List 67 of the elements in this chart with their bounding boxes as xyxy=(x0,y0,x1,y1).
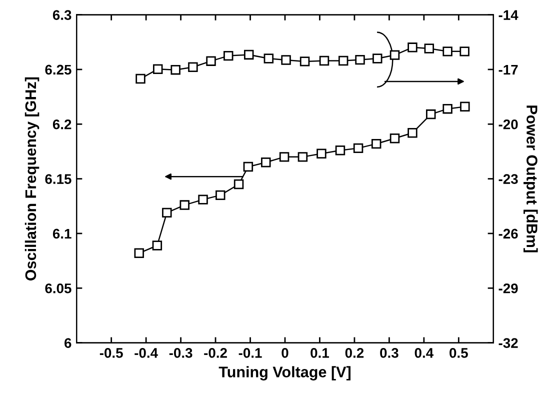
y2-tick-label: -29 xyxy=(498,283,518,294)
point xyxy=(316,148,326,159)
point xyxy=(188,62,198,72)
x-tick-label: 0.5 xyxy=(450,348,468,358)
y-tick-label: 6.3 xyxy=(52,10,72,20)
point xyxy=(198,194,208,204)
point xyxy=(170,64,180,75)
point xyxy=(424,44,434,54)
x-tick-label: 0.2 xyxy=(345,348,364,358)
point xyxy=(264,54,274,64)
point xyxy=(243,162,254,172)
point xyxy=(298,152,308,162)
point xyxy=(281,55,291,65)
point xyxy=(390,50,400,60)
point xyxy=(162,208,172,218)
x-tick-label: 0.4 xyxy=(414,348,434,358)
y2-tick-label: -26 xyxy=(498,228,518,239)
y-tick-label: 6.1 xyxy=(52,228,72,239)
x-tick-label: -0.3 xyxy=(169,348,192,358)
point xyxy=(206,56,216,66)
point xyxy=(152,240,162,250)
point xyxy=(261,158,271,168)
point xyxy=(180,200,190,210)
point xyxy=(244,50,254,60)
y2-tick-label: -20 xyxy=(498,119,518,130)
point xyxy=(319,56,330,66)
y-tick-label: 6 xyxy=(64,338,72,348)
point xyxy=(460,46,470,56)
y2-tick-label: -17 xyxy=(498,64,518,74)
y-tick-label: 6.05 xyxy=(45,283,72,294)
y-tick-label: 6.2 xyxy=(52,119,72,130)
point xyxy=(134,248,144,258)
x-tick-label: -0.1 xyxy=(238,348,262,358)
point xyxy=(300,56,310,66)
x-tick-label: 0.3 xyxy=(380,348,398,358)
y2-tick-label: -32 xyxy=(498,338,518,348)
point xyxy=(371,138,382,149)
point xyxy=(460,102,470,112)
point xyxy=(355,54,365,65)
point xyxy=(426,109,436,120)
point xyxy=(136,74,146,84)
point xyxy=(353,143,364,154)
point xyxy=(153,64,163,74)
point xyxy=(279,152,290,162)
point xyxy=(408,42,418,52)
point xyxy=(216,190,226,200)
x-tick-label: -0.5 xyxy=(100,348,123,358)
y2-axis-title: Power Output [dBm] xyxy=(524,106,538,252)
y-tick-label: 6.25 xyxy=(45,64,72,75)
y-axis-title: Oscillation Frequency [GHz] xyxy=(24,77,40,280)
point xyxy=(338,56,348,66)
x-axis-title: Tuning Voltage [V] xyxy=(218,366,350,380)
y-tick-label: 6.15 xyxy=(45,174,72,184)
point xyxy=(442,46,452,56)
point xyxy=(372,54,382,64)
point xyxy=(390,133,400,144)
x-tick-label: 0 xyxy=(282,348,288,358)
x-tick-label: 0.1 xyxy=(310,348,329,358)
point xyxy=(408,128,418,138)
point xyxy=(234,179,244,190)
point xyxy=(442,104,452,114)
point xyxy=(224,50,234,61)
y2-tick-label: -14 xyxy=(498,10,518,20)
y2-tick-label: -23 xyxy=(498,174,518,184)
x-tick-label: -0.4 xyxy=(134,348,158,358)
point xyxy=(335,146,346,156)
x-tick-label: -0.2 xyxy=(204,348,227,358)
